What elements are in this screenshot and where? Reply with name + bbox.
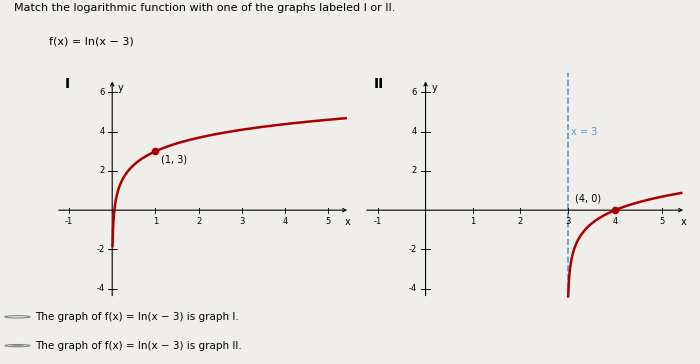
Text: 4: 4 <box>612 217 617 226</box>
Text: 4: 4 <box>412 127 417 136</box>
Text: -1: -1 <box>374 217 382 226</box>
Text: I: I <box>64 77 70 91</box>
Text: -2: -2 <box>96 245 104 254</box>
Text: 4: 4 <box>99 127 104 136</box>
Text: f(x) = ln(x − 3): f(x) = ln(x − 3) <box>49 36 134 46</box>
Text: 4: 4 <box>283 217 288 226</box>
Text: II: II <box>374 77 384 91</box>
Text: The graph of f(x) = ln(x − 3) is graph II.: The graph of f(x) = ln(x − 3) is graph I… <box>35 341 242 351</box>
Text: Match the logarithmic function with one of the graphs labeled I or II.: Match the logarithmic function with one … <box>14 3 395 13</box>
Text: 6: 6 <box>99 88 104 97</box>
Circle shape <box>11 345 24 346</box>
Text: -4: -4 <box>96 284 104 293</box>
Text: -1: -1 <box>65 217 73 226</box>
Text: y: y <box>118 83 123 92</box>
Text: 2: 2 <box>196 217 202 226</box>
Text: (1, 3): (1, 3) <box>160 154 187 164</box>
Text: -2: -2 <box>409 245 417 254</box>
Text: 2: 2 <box>99 166 104 175</box>
Text: x: x <box>681 217 687 227</box>
Text: 3: 3 <box>239 217 244 226</box>
Text: 2: 2 <box>412 166 417 175</box>
Text: -4: -4 <box>409 284 417 293</box>
Text: 3: 3 <box>565 217 570 226</box>
Text: (4, 0): (4, 0) <box>575 193 601 203</box>
Text: 6: 6 <box>412 88 417 97</box>
Text: The graph of f(x) = ln(x − 3) is graph I.: The graph of f(x) = ln(x − 3) is graph I… <box>35 312 239 322</box>
Text: 1: 1 <box>470 217 475 226</box>
Text: 1: 1 <box>153 217 158 226</box>
Text: x = 3: x = 3 <box>571 127 598 136</box>
Text: 2: 2 <box>517 217 523 226</box>
Text: 5: 5 <box>659 217 665 226</box>
Text: y: y <box>431 83 437 92</box>
Text: 5: 5 <box>326 217 331 226</box>
Text: x: x <box>345 217 351 227</box>
